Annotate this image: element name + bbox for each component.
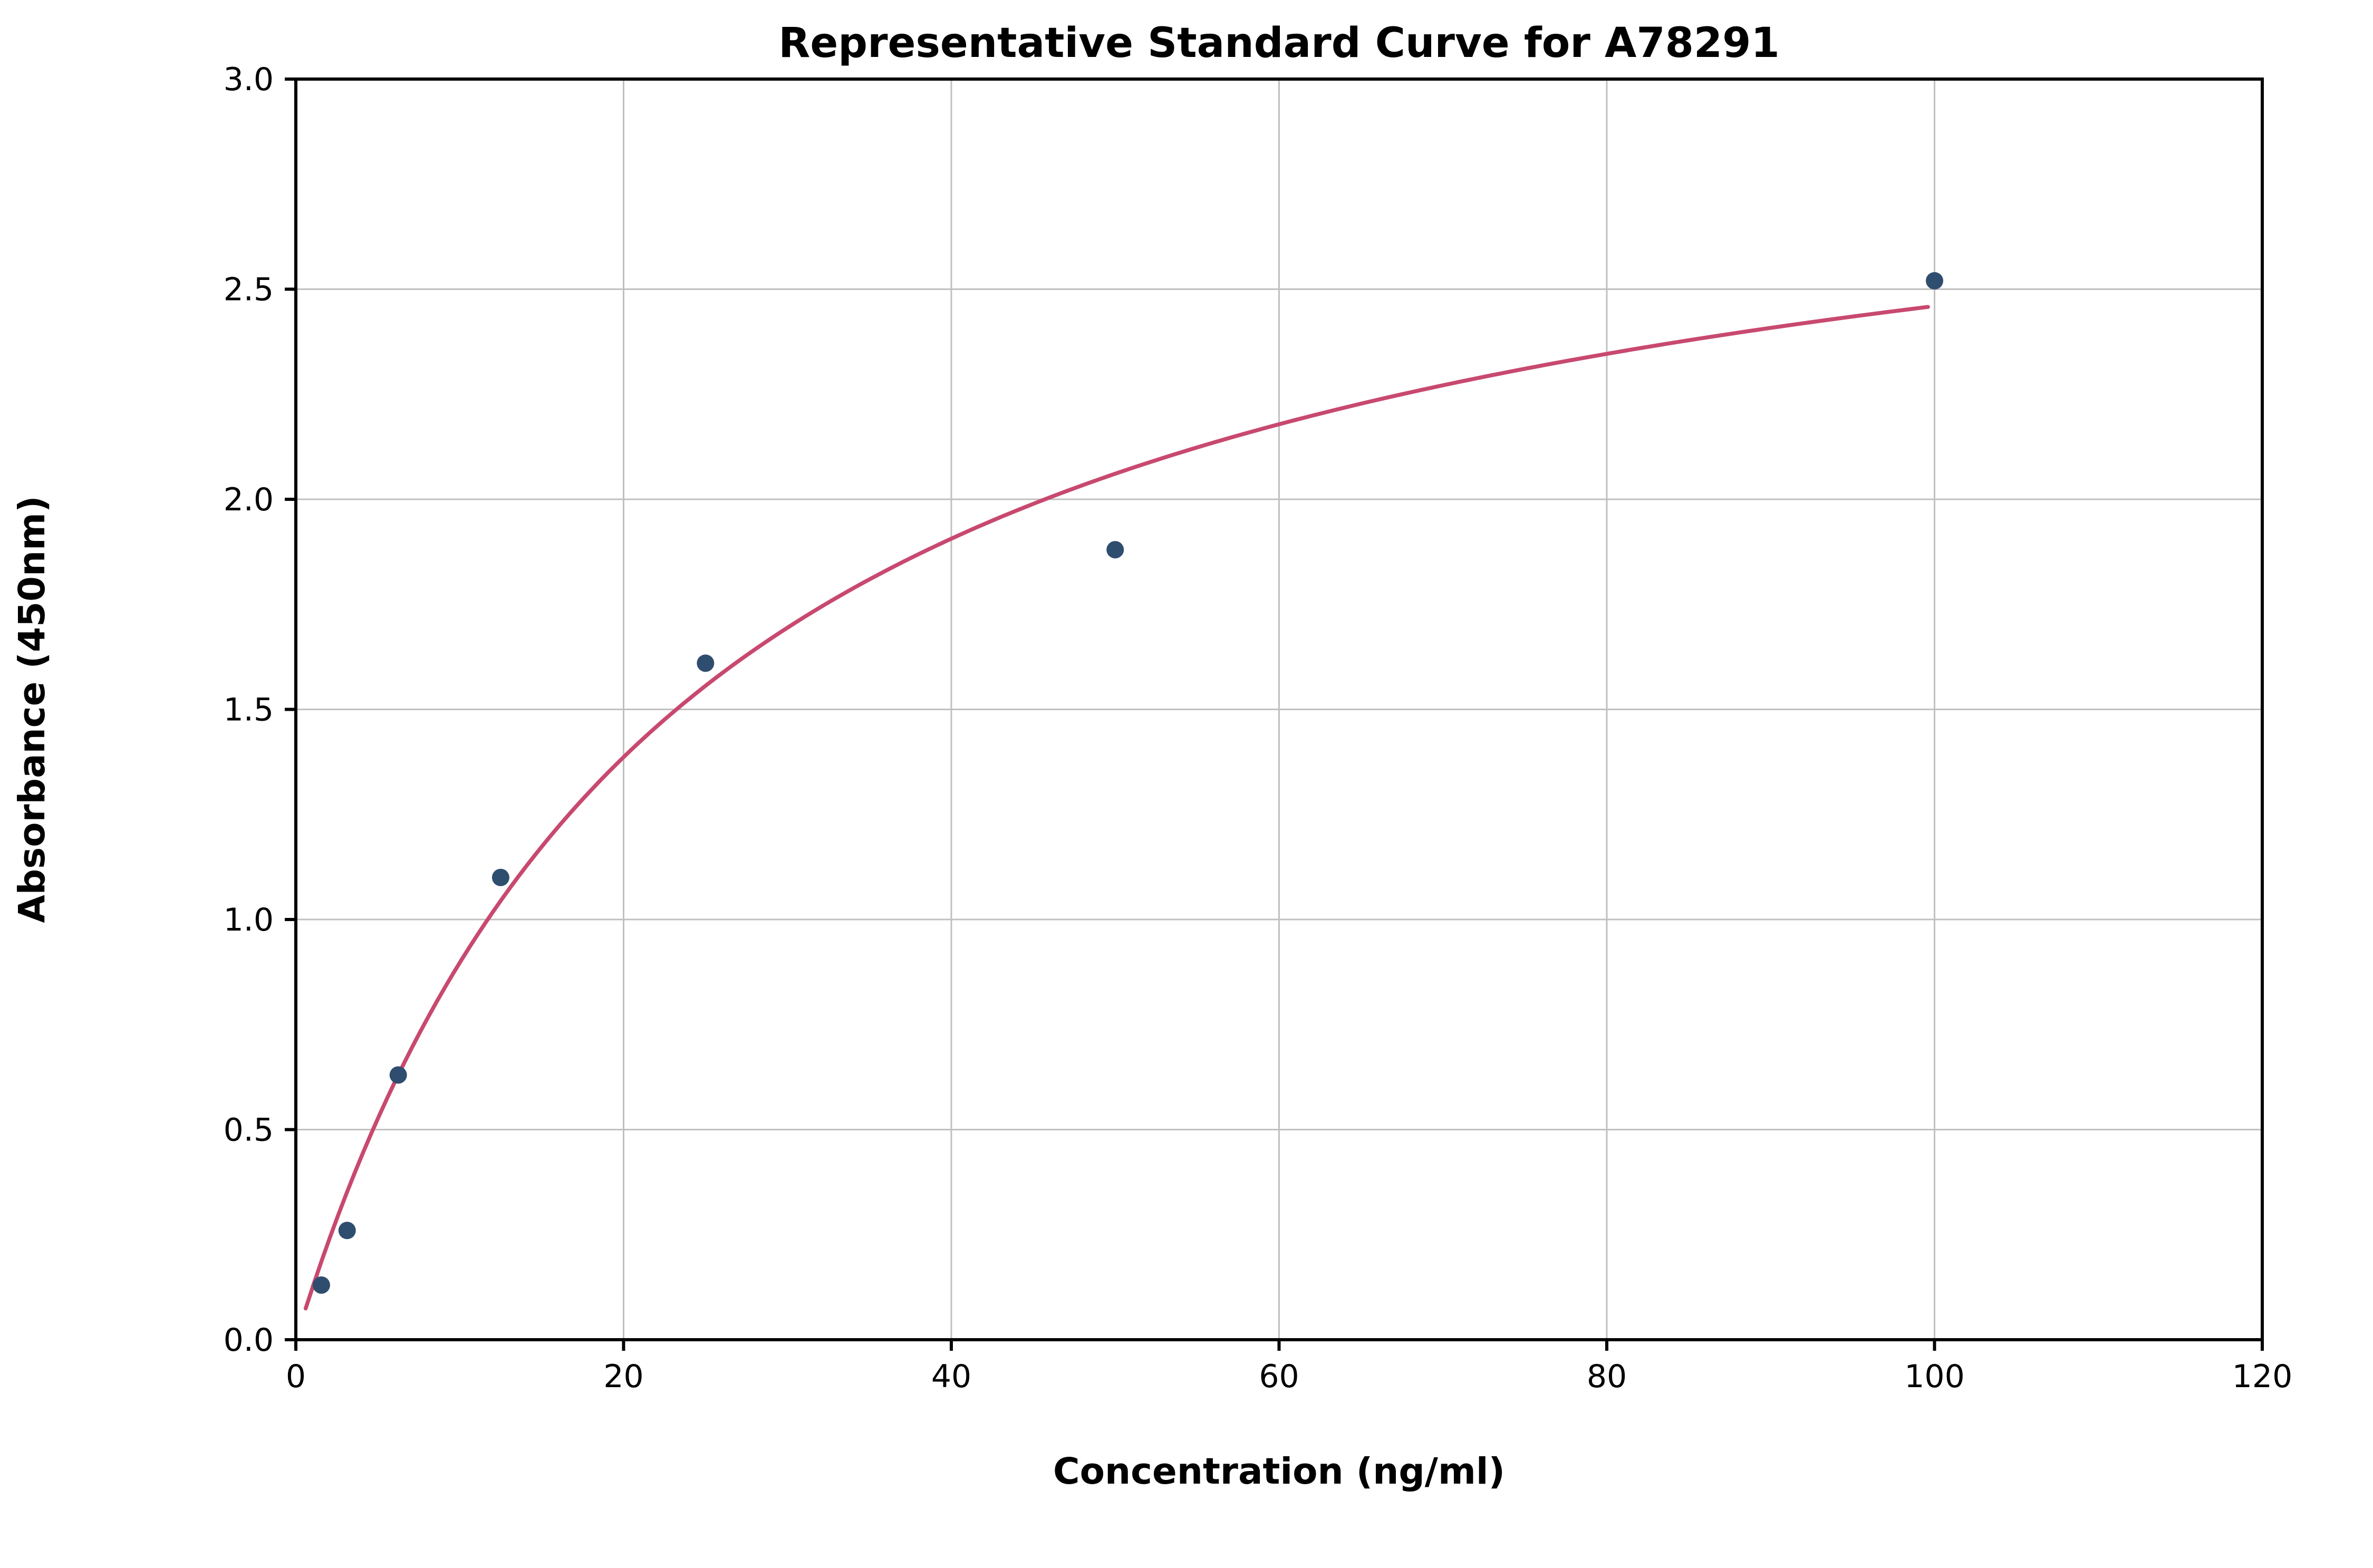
- data-point: [338, 1222, 356, 1240]
- data-point: [389, 1066, 407, 1084]
- data-points: [312, 272, 1943, 1294]
- y-tick-label: 2.0: [224, 481, 274, 518]
- data-point: [1926, 272, 1943, 290]
- y-tick-label: 0.0: [224, 1322, 274, 1359]
- x-tick-label: 120: [2232, 1358, 2293, 1395]
- y-axis-label: Absorbance (450nm): [11, 496, 53, 923]
- data-point: [312, 1276, 330, 1294]
- x-axis-label: Concentration (ng/ml): [1053, 1450, 1505, 1493]
- y-tick-label: 1.5: [224, 692, 274, 729]
- y-tick-label: 0.5: [224, 1112, 274, 1149]
- x-tick-label: 60: [1259, 1358, 1299, 1395]
- y-tick-label: 1.0: [224, 902, 274, 938]
- x-tick-label: 80: [1587, 1358, 1627, 1395]
- chart-title: Representative Standard Curve for A78291: [778, 20, 1779, 67]
- data-point: [697, 654, 715, 672]
- x-tick-label: 40: [931, 1358, 971, 1395]
- gridlines: [295, 78, 2263, 1341]
- y-tick-label: 2.5: [224, 272, 274, 308]
- x-tick-label: 0: [286, 1358, 306, 1395]
- tick-labels: 0 20 40 60 80 100 120 0.0 0.5 1.0 1.5 2.0 2.5 3.0: [224, 61, 2293, 1395]
- data-point: [491, 868, 509, 886]
- data-point: [1106, 541, 1124, 559]
- tick-marks: [285, 78, 2264, 1351]
- plot-border: [294, 78, 2264, 1341]
- x-tick-label: 20: [603, 1358, 643, 1395]
- y-tick-label: 3.0: [224, 61, 274, 98]
- fit-curve: [303, 305, 1930, 1311]
- x-tick-label: 100: [1904, 1358, 1965, 1395]
